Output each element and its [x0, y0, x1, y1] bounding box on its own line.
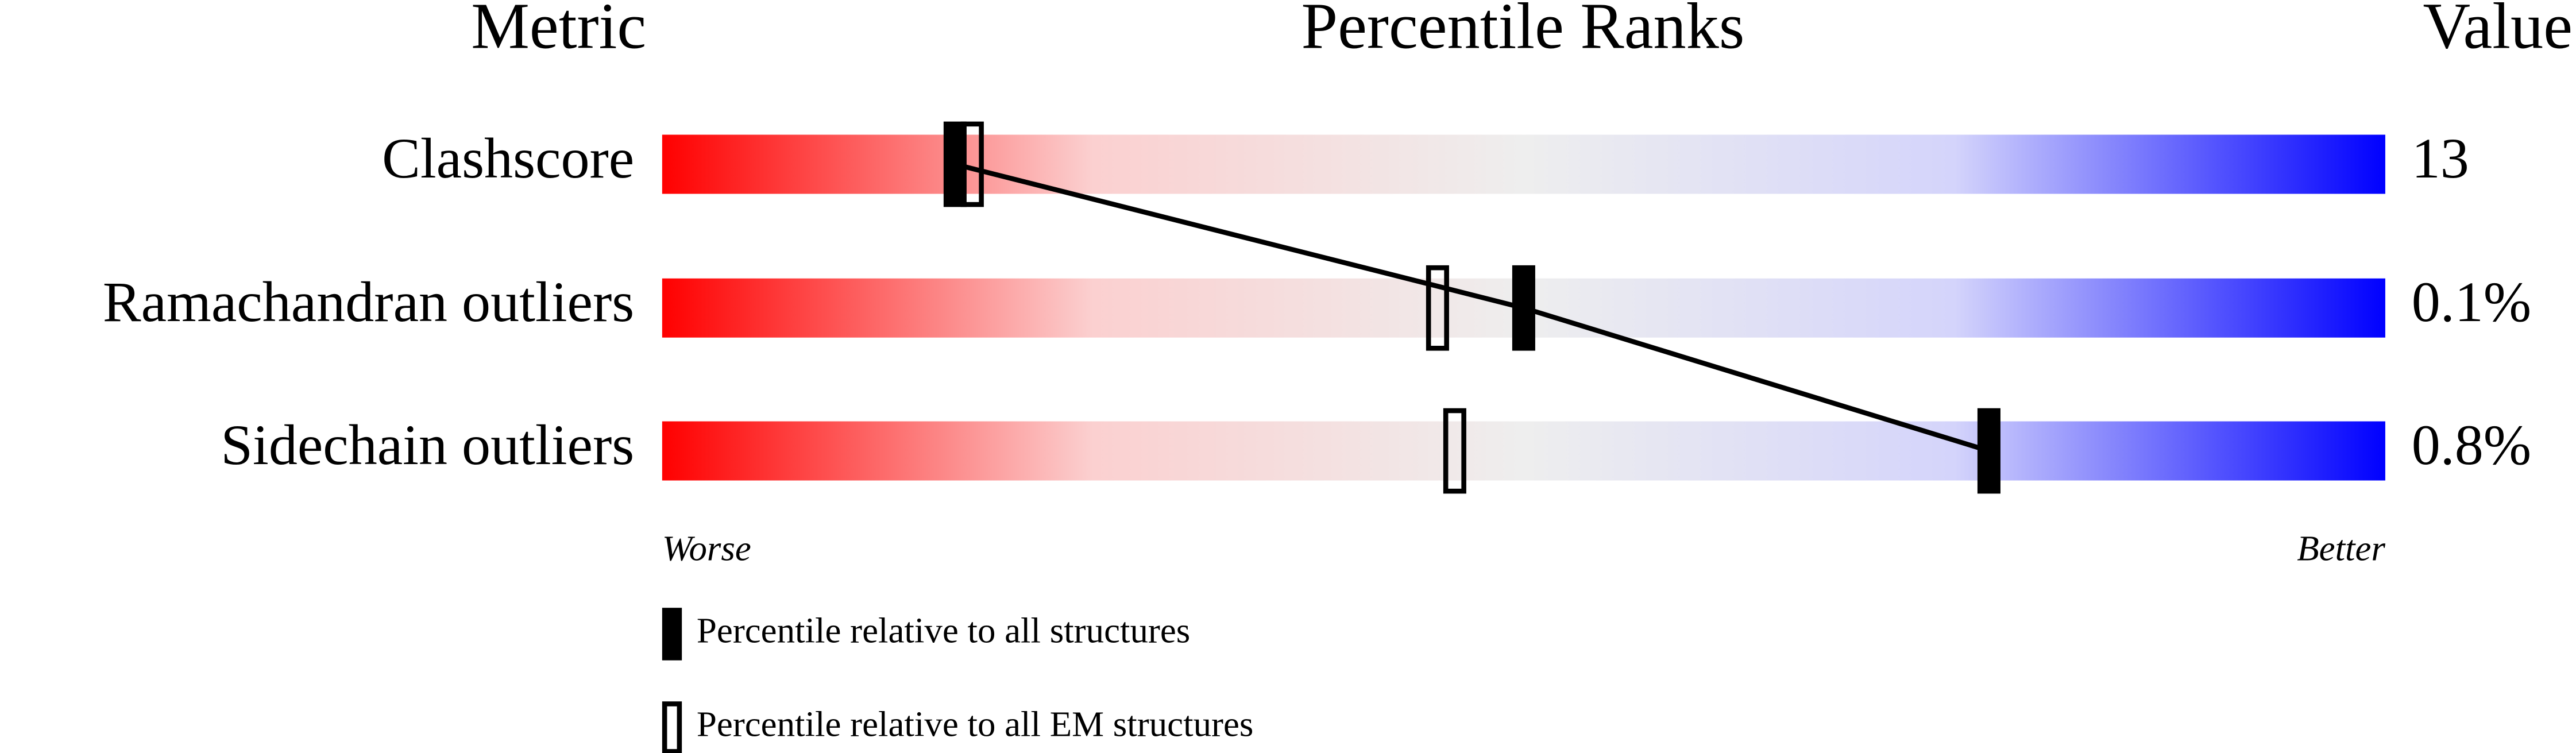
legend-label: Percentile relative to all structures: [697, 610, 1190, 650]
gradient-bar: [662, 421, 2385, 481]
legend-marker-all: [662, 608, 682, 661]
metric-label: Ramachandran outliers: [103, 270, 634, 334]
marker-em: [1443, 408, 1466, 494]
legend-label: Percentile relative to all EM structures: [697, 704, 1253, 744]
metric-value: 0.1%: [2412, 270, 2531, 334]
legend-marker-em: [662, 701, 682, 753]
marker-em: [1426, 265, 1449, 351]
marker-em: [960, 121, 984, 207]
marker-all: [1977, 408, 2000, 494]
worse-label: Worse: [662, 528, 751, 568]
ranks-header: Percentile Ranks: [1301, 0, 1745, 62]
metric-header: Metric: [471, 0, 646, 62]
value-header: Value: [2423, 0, 2573, 62]
metric-value: 0.8%: [2412, 413, 2531, 477]
gradient-bar: [662, 134, 2385, 194]
metric-label: Sidechain outliers: [221, 413, 634, 477]
metric-label: Clashscore: [382, 126, 634, 190]
better-label: Better: [2297, 528, 2385, 568]
metric-value: 13: [2412, 126, 2469, 190]
marker-all: [1512, 265, 1535, 351]
